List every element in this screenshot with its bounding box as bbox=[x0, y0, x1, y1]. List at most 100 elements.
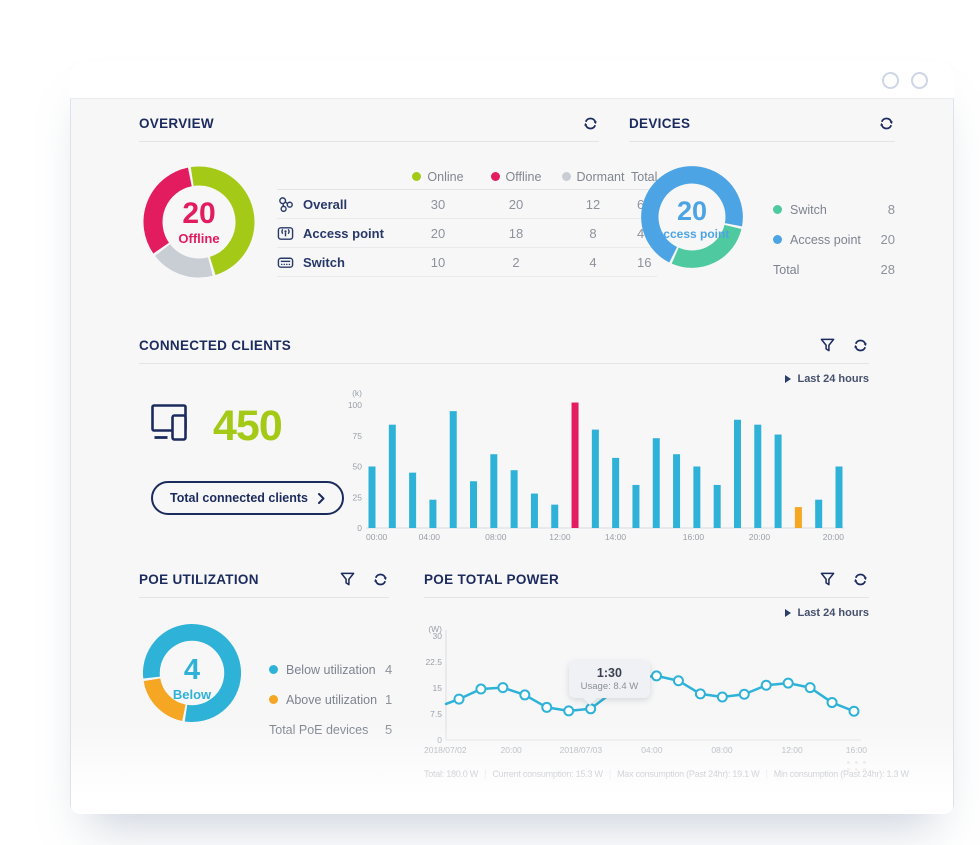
table-cell: 18 bbox=[508, 225, 524, 241]
bar bbox=[612, 457, 620, 528]
table-cell: 12 bbox=[585, 196, 601, 212]
column-header: Dormant bbox=[555, 170, 631, 184]
connected-clients-panel: CONNECTED CLIENTS Last 24 hours bbox=[139, 337, 869, 547]
poe-utilization-title: POE UTILIZATION bbox=[139, 572, 259, 587]
connected-clients-title: CONNECTED CLIENTS bbox=[139, 338, 292, 353]
bar bbox=[490, 454, 498, 528]
svg-text:22.5: 22.5 bbox=[425, 657, 442, 667]
overview-table: Online Offline Dormant Total Overall 30 20 12 62… bbox=[277, 164, 658, 282]
bar bbox=[470, 481, 478, 528]
refresh-icon[interactable] bbox=[372, 571, 389, 588]
table-cell: 10 bbox=[430, 254, 446, 270]
column-header: Offline bbox=[477, 170, 555, 184]
poe-line-chart: (W) 0 7.5 15 22.5 30 2018/07/02 20:00 2018/07/03… bbox=[424, 622, 869, 765]
legend-item: Switch 8 bbox=[773, 202, 895, 217]
window-control-icon[interactable] bbox=[882, 71, 899, 89]
svg-text:04:00: 04:00 bbox=[641, 745, 663, 755]
column-header: Online bbox=[399, 170, 477, 184]
bar bbox=[632, 484, 640, 528]
poe-donut-chart: 4 Below bbox=[139, 620, 245, 737]
svg-text:12:00: 12:00 bbox=[549, 532, 571, 542]
svg-text:00:00: 00:00 bbox=[366, 532, 388, 542]
table-row: Switch 10 2 4 16 bbox=[277, 248, 658, 277]
column-header: Total bbox=[631, 169, 658, 184]
access-point-icon bbox=[277, 225, 294, 242]
svg-text:15: 15 bbox=[433, 683, 443, 693]
poe-total-power-panel: POE TOTAL POWER Last 24 hours (W) 0 7.5 15 2… bbox=[424, 571, 909, 780]
range-label: Last 24 hours bbox=[797, 607, 869, 619]
filter-icon[interactable] bbox=[340, 572, 355, 587]
svg-text:(k): (k) bbox=[352, 388, 362, 398]
total-connected-clients-button[interactable]: Total connected clients bbox=[151, 481, 344, 515]
chevron-right-icon bbox=[318, 492, 325, 504]
donut-segment-online bbox=[190, 166, 255, 275]
refresh-icon[interactable] bbox=[852, 571, 869, 588]
svg-text:(W): (W) bbox=[428, 624, 442, 634]
bar bbox=[368, 466, 376, 528]
stat-item: Total: 180.0 W bbox=[424, 769, 479, 779]
refresh-icon[interactable] bbox=[852, 337, 869, 354]
devices-panel: DEVICES 20 Access point bbox=[629, 115, 895, 307]
line-point bbox=[848, 705, 860, 717]
svg-text:7.5: 7.5 bbox=[430, 709, 442, 719]
devices-legend: Switch 8 Access point 20 Total 28 bbox=[773, 202, 895, 277]
donut-segment-offline bbox=[143, 167, 193, 254]
table-cell: 4 bbox=[589, 254, 597, 270]
devices-title: DEVICES bbox=[629, 116, 691, 131]
svg-text:20:00: 20:00 bbox=[823, 532, 845, 542]
overview-panel: OVERVIEW 20 Offline On bbox=[139, 115, 658, 307]
poe-total-power-title: POE TOTAL POWER bbox=[424, 572, 560, 587]
overview-donut-chart: 20 Offline bbox=[139, 162, 259, 282]
bar bbox=[713, 484, 721, 528]
filter-icon[interactable] bbox=[820, 338, 835, 353]
svg-text:20:00: 20:00 bbox=[749, 532, 771, 542]
browser-window: OVERVIEW 20 Offline On bbox=[70, 62, 954, 814]
line-point bbox=[694, 688, 706, 700]
poe-utilization-panel: POE UTILIZATION 4 Below bbox=[139, 571, 392, 780]
legend-dot-icon bbox=[561, 172, 571, 181]
table-cell: 16 bbox=[636, 254, 652, 270]
drag-handle-icon[interactable] bbox=[847, 761, 867, 771]
legend-dot-icon bbox=[773, 235, 782, 244]
line-point bbox=[497, 682, 509, 694]
legend-item: Below utilization 4 bbox=[269, 662, 392, 677]
line-point bbox=[607, 686, 619, 698]
stat-item: Current consumption: 15.3 W bbox=[492, 769, 603, 779]
window-control-icon[interactable] bbox=[911, 71, 928, 89]
svg-text:30: 30 bbox=[433, 631, 443, 641]
bar bbox=[591, 429, 599, 528]
refresh-icon[interactable] bbox=[878, 115, 895, 132]
refresh-icon[interactable] bbox=[582, 115, 599, 132]
svg-text:08:00: 08:00 bbox=[711, 745, 733, 755]
filter-icon[interactable] bbox=[820, 572, 835, 587]
line-point bbox=[651, 670, 662, 682]
donut-segment-dormant bbox=[155, 243, 213, 278]
triangle-icon bbox=[785, 609, 792, 617]
svg-text:12:00: 12:00 bbox=[781, 745, 803, 755]
bar bbox=[388, 424, 396, 528]
line-point bbox=[475, 683, 487, 695]
time-range-selector[interactable]: Last 24 hours bbox=[424, 606, 869, 620]
legend-item: Access point 20 bbox=[773, 232, 895, 247]
table-header-row: Online Offline Dormant Total bbox=[277, 164, 658, 190]
bar bbox=[733, 419, 741, 528]
bar bbox=[794, 507, 802, 528]
legend-dot-icon bbox=[412, 172, 422, 181]
legend-dot-icon bbox=[269, 665, 278, 674]
connected-clients-count: 450 bbox=[213, 402, 283, 450]
table-row: Access point 20 18 8 46 bbox=[277, 219, 658, 248]
line-point bbox=[782, 677, 794, 689]
line-point bbox=[716, 691, 728, 703]
svg-text:16:00: 16:00 bbox=[683, 532, 705, 542]
poe-utilization-legend: Below utilization 4 Above utilization 1 Tota… bbox=[269, 662, 392, 737]
time-range-selector[interactable]: Last 24 hours bbox=[139, 372, 869, 386]
line-point bbox=[541, 701, 553, 713]
line-point bbox=[804, 682, 816, 694]
line-point bbox=[629, 672, 641, 684]
svg-text:14:00: 14:00 bbox=[605, 532, 627, 542]
line-point bbox=[453, 693, 465, 705]
bar bbox=[754, 424, 762, 528]
bar bbox=[652, 438, 660, 528]
line-point bbox=[826, 697, 838, 709]
devices-donut-chart: 20 Access point bbox=[637, 162, 747, 277]
